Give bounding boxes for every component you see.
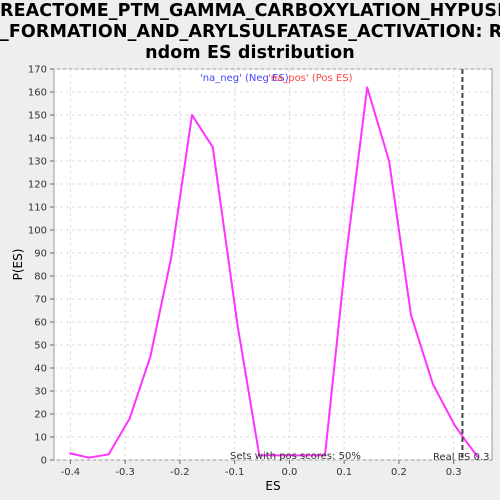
y-tick-label: 130: [28, 157, 47, 168]
y-tick-label: 40: [34, 364, 47, 375]
x-tick-label: 0.1: [336, 467, 352, 478]
x-tick-label: 0.0: [281, 467, 297, 478]
axis-ticks: 0 10 20 30 40 50 60 70 80 90 100 110 120 130 140 150 160…: [28, 65, 462, 479]
x-tick-label: 0.2: [391, 467, 407, 478]
y-tick-label: 30: [34, 387, 47, 398]
y-tick-label: 50: [34, 341, 47, 352]
x-tick-label: -0.2: [170, 467, 190, 478]
chart-title-line: ndom ES distribution: [145, 43, 355, 63]
y-tick-label: 150: [28, 111, 47, 122]
chart-title-line: REACTOME_PTM_GAMMA_CARBOXYLATION_HYPUSIN…: [0, 1, 500, 21]
y-tick-label: 170: [28, 65, 47, 76]
y-tick-label: 120: [28, 180, 47, 191]
y-tick-label: 90: [34, 249, 47, 260]
x-tick-label: -0.1: [225, 467, 245, 478]
legend-pos-label: 'na_pos' (Pos ES): [268, 73, 353, 84]
pos-scores-annotation: Sets with pos scores: 50%: [230, 451, 361, 462]
y-tick-label: 0: [41, 456, 47, 467]
y-tick-label: 160: [28, 88, 47, 99]
legend-neg-label: 'na_neg' (Neg ES): [200, 73, 289, 84]
x-tick-label: 0.3: [446, 467, 462, 478]
y-tick-label: 80: [34, 272, 47, 283]
y-tick-label: 110: [28, 203, 47, 214]
grid-lines: [54, 68, 492, 461]
y-axis-label: P(ES): [11, 249, 25, 281]
y-tick-label: 20: [34, 410, 47, 421]
x-tick-label: -0.4: [61, 467, 81, 478]
chart-title-line: _FORMATION_AND_ARYLSULFATASE_ACTIVATION:…: [0, 22, 500, 42]
es-distribution-line: [69, 86, 480, 459]
chart-title: REACTOME_PTM_GAMMA_CARBOXYLATION_HYPUSIN…: [0, 1, 500, 64]
real-es-label: Real ES 0.3: [433, 452, 489, 463]
y-tick-label: 100: [28, 226, 47, 237]
y-tick-label: 140: [28, 134, 47, 145]
y-tick-label: 70: [34, 295, 47, 306]
x-axis-label: ES: [265, 479, 280, 493]
x-tick-label: -0.3: [115, 467, 135, 478]
plot-background: [53, 68, 493, 461]
y-tick-label: 60: [34, 318, 47, 329]
y-tick-label: 10: [34, 433, 47, 444]
